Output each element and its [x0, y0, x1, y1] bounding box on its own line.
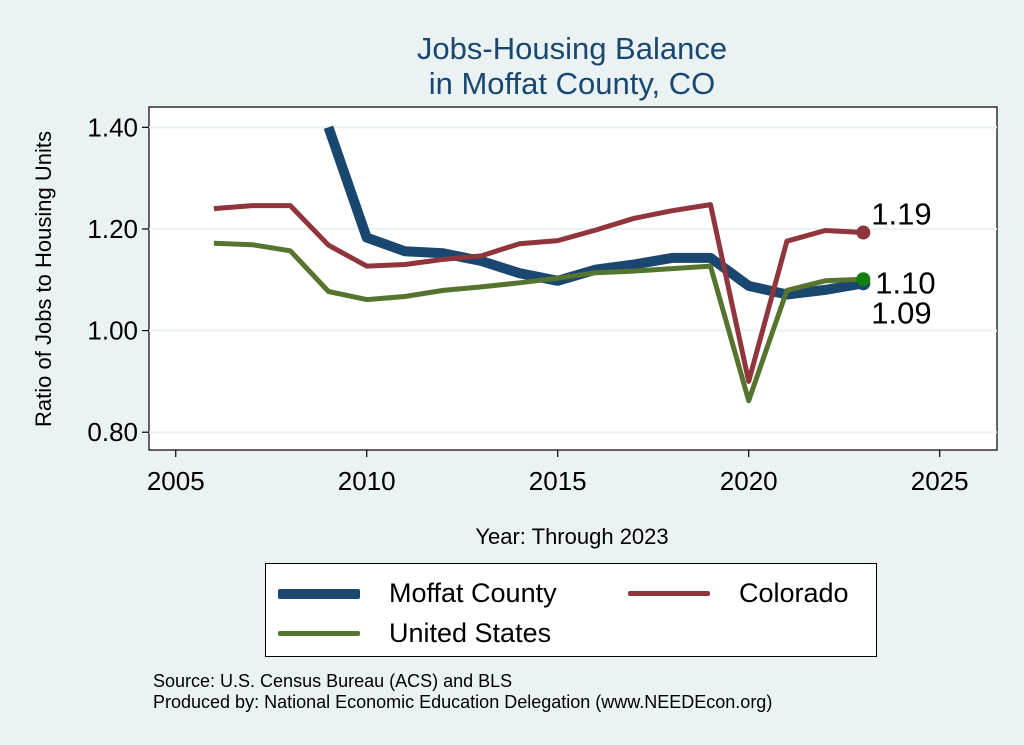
axes: 0.80 1.00 1.20 1.40 2005 2010 2015 2020 2025: [87, 112, 968, 496]
y-tick-label: 1.40: [87, 112, 138, 142]
legend-swatch-moffat-county: [278, 588, 360, 599]
legend-swatch-united-states: [278, 631, 360, 636]
series-line-united-states: [213, 240, 864, 404]
x-tick-label: 2020: [720, 466, 778, 496]
y-tick-label: 0.80: [87, 417, 138, 447]
x-tick-label: 2005: [147, 466, 205, 496]
legend-item-moffat-county: Moffat County: [278, 578, 557, 609]
legend: Moffat County Colorado United States: [265, 563, 877, 657]
legend-swatch-colorado: [628, 591, 710, 596]
end-marker-colorado: [856, 225, 871, 240]
x-tick-label: 2010: [338, 466, 396, 496]
y-axis-title: Ratio of Jobs to Housing Units: [31, 131, 56, 427]
end-label-united-states: 1.10: [875, 265, 935, 300]
end-markers: 1.09 1.19 1.10: [856, 197, 936, 330]
chart-title-line-2: in Moffat County, CO: [429, 66, 716, 101]
x-tick-label: 2025: [911, 466, 969, 496]
grid: [149, 126, 997, 434]
chart-title-line-1: Jobs-Housing Balance: [417, 31, 727, 66]
legend-label-colorado: Colorado: [739, 578, 849, 608]
legend-item-colorado: Colorado: [628, 578, 849, 609]
y-tick-label: 1.20: [87, 214, 138, 244]
series-line-colorado: [213, 202, 864, 384]
producer-note: Produced by: National Economic Education…: [153, 692, 773, 712]
end-label-moffat-county: 1.09: [871, 295, 931, 330]
x-axis-title: Year: Through 2023: [475, 524, 668, 549]
series-lines: [213, 125, 865, 404]
y-tick-label: 1.00: [87, 316, 138, 346]
x-tick-label: 2015: [529, 466, 587, 496]
end-label-colorado: 1.19: [871, 197, 931, 232]
legend-label-united-states: United States: [389, 618, 552, 648]
source-note: Source: U.S. Census Bureau (ACS) and BLS: [153, 671, 513, 691]
legend-label-moffat-county: Moffat County: [389, 578, 557, 608]
end-marker-united-states: [856, 272, 871, 287]
legend-item-united-states: United States: [278, 618, 551, 649]
